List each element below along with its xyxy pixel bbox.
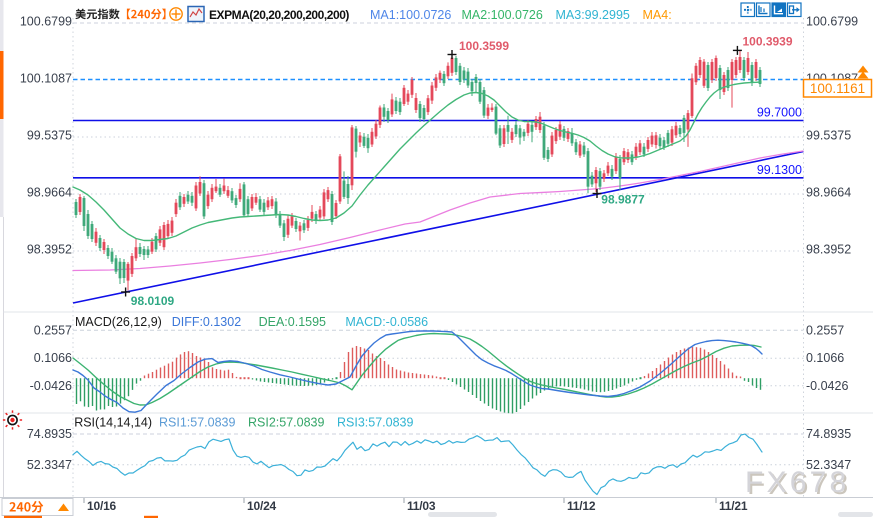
svg-text:RSI1:57.0839: RSI1:57.0839 (159, 416, 235, 430)
svg-text:MA2:100.0726: MA2:100.0726 (462, 8, 543, 22)
svg-text:0.1066: 0.1066 (34, 351, 72, 365)
svg-text:MACD:-0.0586: MACD:-0.0586 (345, 315, 428, 329)
svg-text:100.3599: 100.3599 (459, 39, 509, 53)
svg-text:0.1066: 0.1066 (806, 351, 844, 365)
svg-text:98.0109: 98.0109 (131, 294, 175, 308)
svg-text:-0.0426: -0.0426 (806, 379, 848, 393)
svg-text:99.7000: 99.7000 (757, 106, 802, 120)
svg-text:100.1161: 100.1161 (810, 81, 865, 96)
svg-text:RSI(14,14,14): RSI(14,14,14) (74, 416, 152, 430)
svg-text:FX678: FX678 (747, 468, 851, 501)
svg-text:RSI3:57.0839: RSI3:57.0839 (337, 416, 413, 430)
svg-text:11/03: 11/03 (407, 499, 436, 513)
svg-text:0.2557: 0.2557 (34, 324, 72, 338)
svg-text:52.3347: 52.3347 (806, 458, 851, 472)
svg-text:100.6799: 100.6799 (806, 15, 858, 29)
svg-text:52.3347: 52.3347 (27, 458, 72, 472)
svg-text:98.3952: 98.3952 (806, 243, 851, 257)
svg-text:FX678: FX678 (745, 466, 849, 499)
svg-text:0.2557: 0.2557 (806, 324, 844, 338)
svg-text:74.8935: 74.8935 (27, 427, 72, 441)
svg-text:DIFF:0.1302: DIFF:0.1302 (172, 315, 242, 329)
svg-text:100.3939: 100.3939 (742, 35, 792, 49)
svg-text:98.9664: 98.9664 (806, 186, 851, 200)
svg-text:100.6799: 100.6799 (20, 15, 72, 29)
svg-text:EXPMA(20,20,200,200,200): EXPMA(20,20,200,200,200) (209, 8, 349, 22)
svg-text:98.3952: 98.3952 (27, 243, 72, 257)
svg-text:98.9877: 98.9877 (601, 193, 645, 207)
svg-text:99.5375: 99.5375 (27, 129, 72, 143)
svg-text:10/24: 10/24 (247, 499, 277, 513)
svg-text:MA3:99.2995: MA3:99.2995 (556, 8, 630, 22)
svg-text:98.9664: 98.9664 (27, 186, 72, 200)
svg-text:MACD(26,12,9): MACD(26,12,9) (75, 315, 162, 329)
svg-text:11/12: 11/12 (567, 499, 596, 513)
svg-text:100.1087: 100.1087 (20, 72, 72, 86)
svg-text:74.8935: 74.8935 (806, 427, 851, 441)
svg-text:99.1300: 99.1300 (757, 163, 802, 177)
svg-text:-0.0426: -0.0426 (30, 379, 72, 393)
svg-text:11/21: 11/21 (719, 499, 748, 513)
svg-text:DEA:0.1595: DEA:0.1595 (259, 315, 326, 329)
svg-text:RSI2:57.0839: RSI2:57.0839 (248, 416, 324, 430)
svg-text:10/16: 10/16 (87, 499, 117, 513)
svg-text:MA4:: MA4: (643, 8, 672, 22)
svg-text:99.5375: 99.5375 (806, 129, 851, 143)
svg-text:MA1:100.0726: MA1:100.0726 (370, 8, 451, 22)
